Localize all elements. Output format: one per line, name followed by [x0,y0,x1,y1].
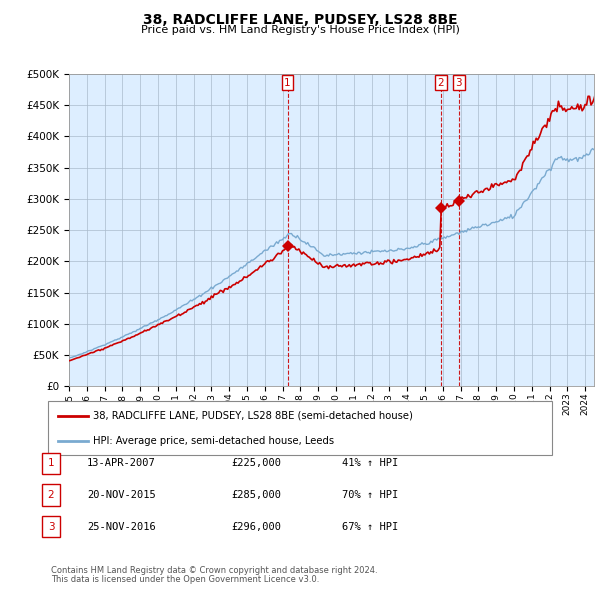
Text: 1: 1 [47,458,55,468]
Text: £225,000: £225,000 [231,458,281,468]
Text: 3: 3 [455,77,462,87]
Text: 25-NOV-2016: 25-NOV-2016 [87,522,156,532]
Text: 38, RADCLIFFE LANE, PUDSEY, LS28 8BE (semi-detached house): 38, RADCLIFFE LANE, PUDSEY, LS28 8BE (se… [94,411,413,421]
Text: This data is licensed under the Open Government Licence v3.0.: This data is licensed under the Open Gov… [51,575,319,584]
FancyBboxPatch shape [48,401,552,455]
Text: £296,000: £296,000 [231,522,281,532]
Text: Contains HM Land Registry data © Crown copyright and database right 2024.: Contains HM Land Registry data © Crown c… [51,566,377,575]
Text: £285,000: £285,000 [231,490,281,500]
Text: HPI: Average price, semi-detached house, Leeds: HPI: Average price, semi-detached house,… [94,436,334,446]
Text: 20-NOV-2015: 20-NOV-2015 [87,490,156,500]
Text: 13-APR-2007: 13-APR-2007 [87,458,156,468]
Text: 41% ↑ HPI: 41% ↑ HPI [342,458,398,468]
Text: 2: 2 [47,490,55,500]
Text: 67% ↑ HPI: 67% ↑ HPI [342,522,398,532]
Text: 1: 1 [284,77,291,87]
Text: 38, RADCLIFFE LANE, PUDSEY, LS28 8BE: 38, RADCLIFFE LANE, PUDSEY, LS28 8BE [143,13,457,27]
Text: 70% ↑ HPI: 70% ↑ HPI [342,490,398,500]
Text: 3: 3 [47,522,55,532]
Text: 2: 2 [437,77,444,87]
Text: Price paid vs. HM Land Registry's House Price Index (HPI): Price paid vs. HM Land Registry's House … [140,25,460,35]
